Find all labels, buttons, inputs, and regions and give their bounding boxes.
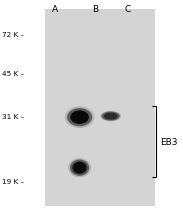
Text: B: B <box>92 5 98 14</box>
Text: 19 K –: 19 K – <box>2 179 24 185</box>
Ellipse shape <box>102 112 120 121</box>
Ellipse shape <box>68 158 91 177</box>
Text: 45 K –: 45 K – <box>2 71 24 77</box>
Text: 72 K –: 72 K – <box>2 32 24 38</box>
Ellipse shape <box>70 110 89 124</box>
Ellipse shape <box>67 108 92 126</box>
Text: 31 K –: 31 K – <box>2 114 24 120</box>
Ellipse shape <box>100 111 121 121</box>
Ellipse shape <box>70 160 89 176</box>
Ellipse shape <box>72 162 87 174</box>
Text: A: A <box>52 5 58 14</box>
Bar <box>45 9 155 206</box>
Ellipse shape <box>104 113 117 120</box>
Text: EB3: EB3 <box>160 138 178 147</box>
Text: C: C <box>125 5 131 14</box>
Ellipse shape <box>65 106 94 128</box>
